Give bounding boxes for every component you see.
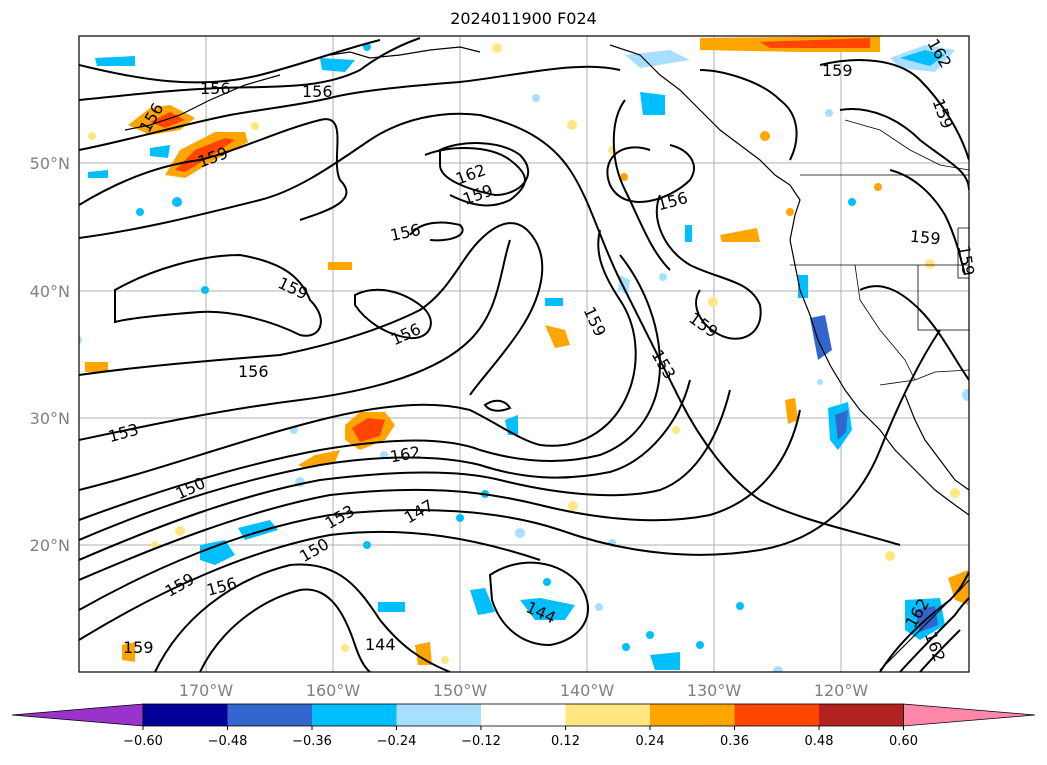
gridlines: [79, 36, 969, 672]
plot-frame: [78, 35, 970, 673]
colorbar-segment: [312, 704, 397, 726]
colorbar-tick-label: −0.24: [377, 734, 417, 749]
height-contours: [79, 37, 969, 672]
colorbar-tick-label: 0.48: [805, 734, 834, 749]
lat-label: 30°N: [30, 409, 70, 428]
colorbar-frame: [142, 703, 904, 727]
colorbar-tick-label: −0.12: [461, 734, 501, 749]
lat-label: 20°N: [30, 536, 70, 555]
contour-label: 156: [238, 362, 269, 381]
latitude-labels: 50°N 40°N 30°N 20°N: [30, 154, 70, 555]
colorbar-tick-label: 0.12: [551, 734, 580, 749]
colorbar-tick-label: −0.48: [208, 734, 248, 749]
colorbar-tick-label: −0.60: [123, 734, 163, 749]
lon-label: 120°W: [814, 681, 869, 700]
lon-label: 160°W: [306, 681, 361, 700]
contour-label: 156: [200, 79, 231, 98]
contour-label: 159: [909, 227, 941, 249]
colorbar-segment: [227, 704, 313, 726]
lat-label: 40°N: [30, 282, 70, 301]
lon-label: 140°W: [560, 681, 615, 700]
lon-label: 170°W: [179, 681, 234, 700]
lat-label: 50°N: [30, 154, 70, 173]
colorbar-tick-label: 0.36: [720, 734, 749, 749]
colorbar-segment: [565, 704, 651, 726]
colorbar-extend-high: [903, 703, 1036, 727]
map-title: 2024011900 F024: [450, 9, 597, 28]
longitude-labels: 170°W 160°W 150°W 140°W 130°W 120°W: [179, 681, 869, 700]
colorbar-segment: [650, 704, 735, 726]
colorbar-segment: [143, 704, 228, 726]
contour-label: 159: [123, 638, 154, 657]
lon-label: 150°W: [433, 681, 488, 700]
coastlines: [124, 44, 969, 671]
contour-label: 156: [302, 82, 333, 101]
colorbar-tick-label: 0.24: [636, 734, 665, 749]
colorbar: −0.60 −0.48 −0.36 −0.24 −0.12 0.12 0.24 0.36 0.4…: [11, 703, 1036, 749]
lon-label: 130°W: [687, 681, 742, 700]
colorbar-segment: [396, 704, 482, 726]
colorbar-segment: [481, 704, 566, 726]
colorbar-extend-low: [11, 703, 144, 727]
contour-label: 159: [822, 61, 853, 80]
colorbar-segment: [734, 704, 820, 726]
colorbar-segment: [819, 704, 904, 726]
contour-label: 144: [365, 635, 396, 654]
colorbar-tick-label: −0.36: [292, 734, 332, 749]
colorbar-tick-label: 0.60: [889, 734, 918, 749]
